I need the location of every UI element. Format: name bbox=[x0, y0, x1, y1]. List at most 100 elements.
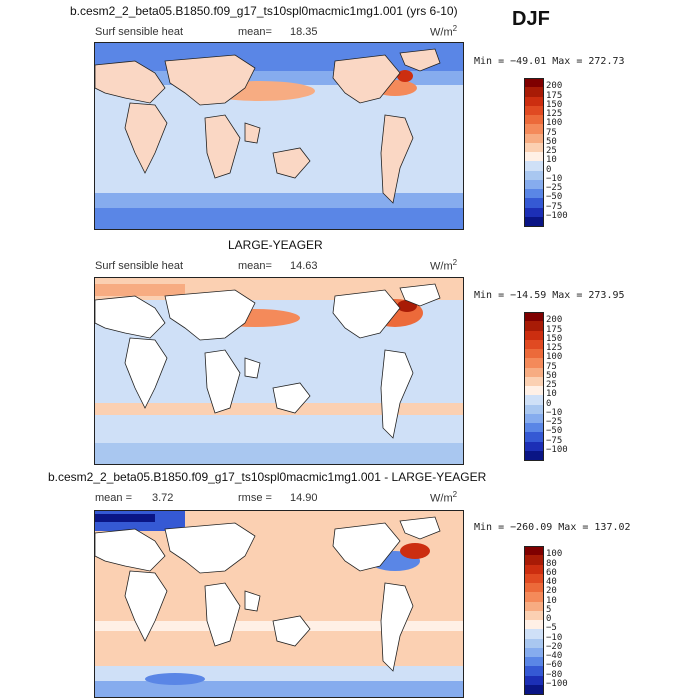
colorbar-segment bbox=[524, 78, 544, 88]
colorbar-segment bbox=[524, 395, 544, 405]
colorbar-segment bbox=[524, 675, 544, 686]
colorbar-segment bbox=[524, 573, 544, 584]
colorbar-tick-label: 10 bbox=[546, 389, 557, 400]
colorbar-segment bbox=[524, 620, 544, 630]
colorbar-tick-label: −60 bbox=[546, 660, 563, 671]
colorbar-tick-label: 0 bbox=[546, 398, 552, 409]
panel-1-variable: Surf sensible heat bbox=[95, 26, 184, 38]
panel-3-units: W/m2 bbox=[430, 490, 458, 505]
panel-2-mean-label: mean= bbox=[238, 260, 272, 272]
colorbar-tick-label: 175 bbox=[546, 324, 563, 335]
panel-2-minmax: Min = −14.59 Max = 273.95 bbox=[474, 290, 625, 301]
colorbar-segment bbox=[524, 96, 544, 107]
panel-1-map-svg bbox=[95, 43, 463, 229]
panel-1-colorbar: 200 175 150 125 100 75 50 25 10 0 −10 −25 −50 −75 −100 bbox=[524, 78, 584, 227]
colorbar-tick-label: 10 bbox=[546, 155, 557, 166]
colorbar-segment bbox=[524, 330, 544, 341]
colorbar-tick-label: 200 bbox=[546, 315, 563, 326]
colorbar-segment bbox=[524, 601, 544, 612]
colorbar-tick-label: −80 bbox=[546, 669, 563, 680]
colorbar-tick-label: 125 bbox=[546, 109, 563, 119]
colorbar-tick-label: 200 bbox=[546, 81, 563, 92]
colorbar-tick-label: −25 bbox=[546, 417, 563, 427]
colorbar-tick-label: −50 bbox=[546, 426, 563, 437]
colorbar-tick-label: −50 bbox=[546, 192, 563, 203]
colorbar-segment bbox=[524, 386, 544, 396]
colorbar-tick-label: 150 bbox=[546, 333, 563, 344]
colorbar-tick-label: 100 bbox=[546, 549, 563, 560]
colorbar-tick-label: 5 bbox=[546, 604, 552, 615]
colorbar-segment bbox=[524, 198, 544, 208]
panel-1-map bbox=[94, 42, 464, 230]
panel-3-mean-label: mean = bbox=[95, 492, 132, 504]
colorbar-segment bbox=[524, 441, 544, 452]
colorbar-segment bbox=[524, 170, 544, 181]
panel-2-variable: Surf sensible heat bbox=[95, 260, 184, 272]
colorbar-tick-label: −10 bbox=[546, 407, 563, 418]
panel-1-mean-label: mean= bbox=[238, 26, 272, 38]
colorbar-segment bbox=[524, 423, 544, 433]
colorbar-segment bbox=[524, 564, 544, 575]
colorbar-segment bbox=[524, 152, 544, 162]
colorbar-segment bbox=[524, 555, 544, 565]
colorbar-tick-label: −100 bbox=[546, 678, 568, 689]
panel-2-title: LARGE-YEAGER bbox=[228, 238, 323, 252]
colorbar-segment bbox=[524, 376, 544, 387]
panel-3-colorbar: 100 80 60 40 20 10 5 0 −5 −10 −20 −40 −60 −80 −100 bbox=[524, 546, 584, 695]
panel-2-units: W/m2 bbox=[430, 258, 458, 273]
panel-1-title: b.cesm2_2_beta05.B1850.f09_g17_ts10spl0m… bbox=[70, 4, 458, 18]
panel-3-title: b.cesm2_2_beta05.B1850.f09_g17_ts10spl0m… bbox=[48, 470, 487, 484]
colorbar-tick-label: 80 bbox=[546, 558, 557, 569]
colorbar-tick-label: 125 bbox=[546, 343, 563, 353]
colorbar-tick-label: 175 bbox=[546, 90, 563, 101]
colorbar-tick-label: 60 bbox=[546, 567, 557, 578]
colorbar-segment bbox=[524, 142, 544, 153]
panel-1-minmax: Min = −49.01 Max = 272.73 bbox=[474, 56, 625, 67]
panel-2-map bbox=[94, 277, 464, 465]
colorbar-segment bbox=[524, 115, 544, 125]
colorbar-segment bbox=[524, 87, 544, 97]
colorbar-tick-label: 0 bbox=[546, 614, 552, 624]
panel-3-rmse-value: 14.90 bbox=[290, 492, 318, 504]
panel-2-colorbar: 200 175 150 125 100 75 50 25 10 0 −10 −25 −50 −75 −100 bbox=[524, 312, 584, 461]
colorbar-segment bbox=[524, 413, 544, 424]
colorbar-tick-label: −10 bbox=[546, 173, 563, 184]
colorbar-segment bbox=[524, 432, 544, 442]
colorbar-tick-label: 50 bbox=[546, 370, 557, 381]
season-label: DJF bbox=[512, 8, 550, 30]
colorbar-tick-label: 50 bbox=[546, 136, 557, 147]
colorbar-tick-label: 25 bbox=[546, 380, 557, 390]
colorbar-segment bbox=[524, 647, 544, 658]
panel-2-mean-value: 14.63 bbox=[290, 260, 318, 272]
colorbar-segment bbox=[524, 216, 544, 227]
colorbar-segment bbox=[524, 161, 544, 171]
colorbar-segment bbox=[524, 546, 544, 556]
colorbar-segment bbox=[524, 349, 544, 359]
colorbar-tick-label: 100 bbox=[546, 352, 563, 363]
panel-3-rmse-label: rmse = bbox=[238, 492, 272, 504]
colorbar-tick-label: −100 bbox=[546, 210, 568, 221]
colorbar-tick-label: −40 bbox=[546, 651, 563, 661]
colorbar-segment bbox=[524, 207, 544, 218]
colorbar-tick-label: −20 bbox=[546, 641, 563, 652]
colorbar-tick-label: 75 bbox=[546, 127, 557, 138]
panel-3-map bbox=[94, 510, 464, 698]
panel-3-mean-value: 3.72 bbox=[152, 492, 174, 504]
colorbar-segment bbox=[524, 657, 544, 667]
colorbar-segment bbox=[524, 450, 544, 461]
colorbar-segment bbox=[524, 105, 544, 116]
panel-1-mean-value: 18.35 bbox=[290, 26, 318, 38]
colorbar-tick-label: 25 bbox=[546, 146, 557, 156]
colorbar-tick-label: −75 bbox=[546, 201, 563, 212]
colorbar-segment bbox=[524, 179, 544, 190]
colorbar-tick-label: 40 bbox=[546, 577, 557, 587]
panel-3-map-svg bbox=[95, 511, 463, 697]
colorbar-tick-label: 20 bbox=[546, 586, 557, 597]
colorbar-tick-label: −25 bbox=[546, 183, 563, 193]
colorbar-segment bbox=[524, 339, 544, 350]
colorbar-tick-label: 150 bbox=[546, 99, 563, 110]
colorbar-segment bbox=[524, 638, 544, 649]
colorbar-tick-label: −10 bbox=[546, 632, 563, 643]
colorbar-tick-label: 0 bbox=[546, 164, 552, 175]
colorbar-tick-label: −75 bbox=[546, 435, 563, 446]
